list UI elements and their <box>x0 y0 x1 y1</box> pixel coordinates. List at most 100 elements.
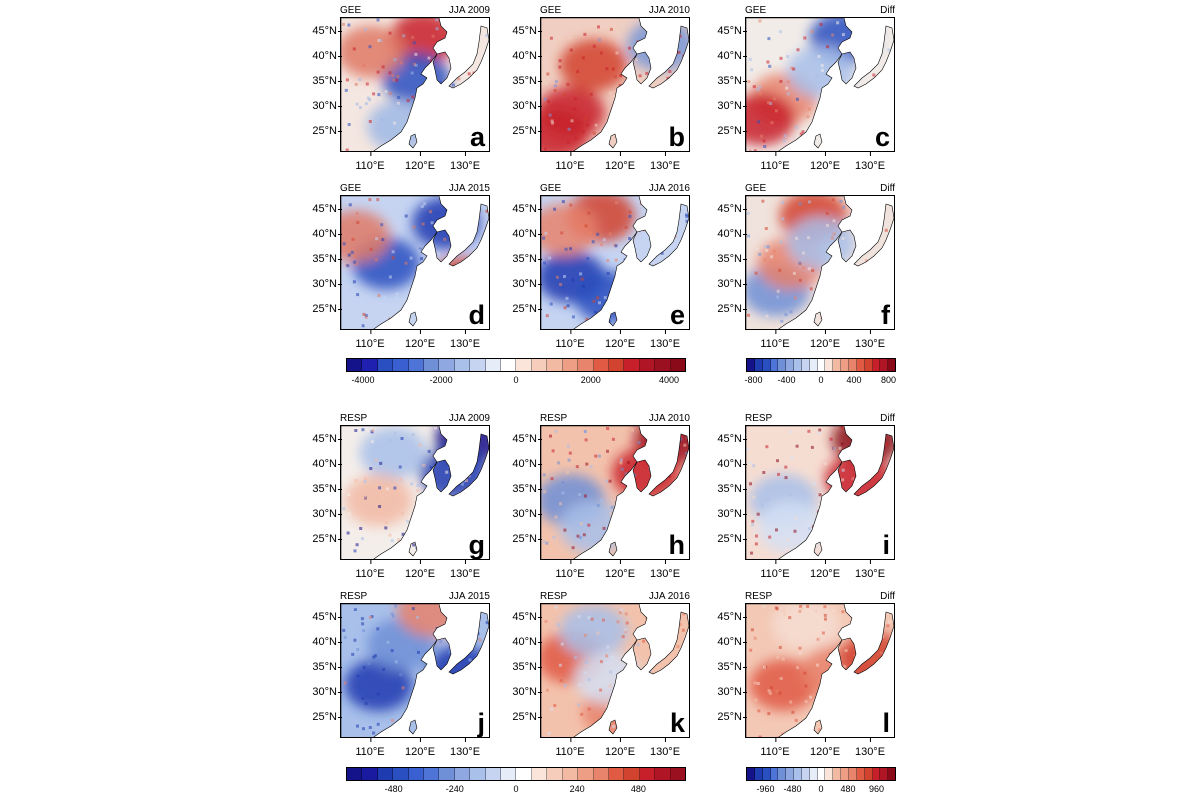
panel-variable: RESP <box>540 591 568 602</box>
map-panel-f: f GEE Diff 45°N 40°N 35°N 30°N 25°N 110°E 120°E 13… <box>717 183 895 350</box>
panel-period: JJA 2016 <box>648 183 690 194</box>
colorbar-segment <box>362 359 378 371</box>
colorbar-segment <box>547 359 563 371</box>
land-field <box>746 604 894 737</box>
coastline-taiwan <box>813 719 823 735</box>
colorbar-segment <box>770 359 779 371</box>
colorbar-segment <box>578 359 594 371</box>
panel-variable: GEE <box>540 5 562 16</box>
lon-tick-label: 110°E <box>555 738 585 758</box>
colorbar-segment <box>655 768 671 780</box>
panel-variable: RESP <box>340 413 368 424</box>
lat-tick-label: 45°N <box>312 433 342 445</box>
colorbar-segment <box>754 768 763 780</box>
lon-tick-label: 120°E <box>604 738 636 758</box>
lat-tick-label: 25°N <box>312 125 342 137</box>
coastline-japan <box>648 203 689 267</box>
colorbar-segment <box>825 359 834 371</box>
coastline-taiwan <box>813 133 823 149</box>
panel-period: JJA 2015 <box>448 591 490 602</box>
map-plot: d <box>340 195 490 330</box>
colorbar-segment <box>593 359 609 371</box>
lon-tick-label: 120°E <box>809 330 841 350</box>
coastline-mainland <box>746 196 853 329</box>
colorbar-label: -480 <box>783 784 802 794</box>
map-field-svg <box>541 196 689 329</box>
coastline-japan <box>448 25 489 89</box>
lat-tick-label: 45°N <box>512 203 542 215</box>
panel-letter: i <box>882 530 890 560</box>
colorbar-label: 480 <box>630 784 646 794</box>
colorbar-segment <box>562 359 579 371</box>
colorbar-segment <box>841 359 849 371</box>
coastline-mainland <box>541 196 648 329</box>
colorbar-resp-main <box>346 767 686 781</box>
coastline-japan <box>853 611 894 675</box>
colorbar-label: 960 <box>868 784 885 794</box>
map-field-svg <box>541 604 689 737</box>
lon-tick-label: 130°E <box>649 152 681 172</box>
colorbar-segment <box>347 768 363 780</box>
lat-tick-label: 25°N <box>512 303 542 315</box>
colorbar-segment <box>624 359 640 371</box>
colorbar-segment <box>747 359 755 371</box>
lon-tick-label: 120°E <box>604 560 636 580</box>
colorbar-segment <box>880 359 889 371</box>
colorbar-segment <box>762 768 771 780</box>
colorbar-segment <box>848 359 857 371</box>
map-plot: c <box>745 17 895 152</box>
colorbar-segment <box>516 768 532 780</box>
coastline-japan <box>853 433 894 497</box>
map-plot: h <box>540 425 690 560</box>
lat-tick-label: 35°N <box>512 253 542 265</box>
colorbar-segment <box>817 359 826 371</box>
colorbar-segment <box>833 359 842 371</box>
panel-period: JJA 2009 <box>448 413 490 424</box>
colorbar-segment <box>848 768 857 780</box>
map-panel-d: d GEE JJA 2015 45°N 40°N 35°N 30°N 25°N 110°E 120… <box>312 183 490 350</box>
lon-tick-label: 110°E <box>355 560 385 580</box>
lon-tick-label: 130°E <box>854 560 886 580</box>
coastline-japan <box>648 611 689 675</box>
map-panel-l: l RESP Diff 45°N 40°N 35°N 30°N 25°N 110°E 120°E 1… <box>717 591 895 758</box>
colorbar-label: 0 <box>513 375 519 385</box>
lat-tick-label: 40°N <box>717 50 747 62</box>
coastline-mainland <box>746 18 853 151</box>
colorbar-segment <box>485 359 502 371</box>
lat-tick-label: 30°N <box>717 100 747 112</box>
map-panel-g: g RESP JJA 2009 45°N 40°N 35°N 30°N 25°N 110°E 12… <box>312 413 490 580</box>
lon-tick-label: 120°E <box>809 152 841 172</box>
map-field-svg <box>746 18 894 151</box>
colorbar-label: 0 <box>513 784 519 794</box>
panel-letter: a <box>469 122 485 152</box>
map-field-svg <box>541 426 689 559</box>
colorbar-segment <box>377 359 394 371</box>
lat-tick-label: 25°N <box>717 303 747 315</box>
colorbar-segment <box>655 359 671 371</box>
lat-tick-label: 35°N <box>312 253 342 265</box>
colorbar-segment <box>778 768 787 780</box>
panel-period: Diff <box>880 183 895 194</box>
colorbar-segment <box>856 359 865 371</box>
panel-letter: c <box>874 122 890 152</box>
coastline-taiwan <box>408 541 418 557</box>
colorbar-segment <box>454 359 471 371</box>
lon-tick-label: 130°E <box>449 560 481 580</box>
lat-tick-label: 25°N <box>512 711 542 723</box>
colorbar-segment <box>439 768 455 780</box>
colorbar-segment <box>393 359 409 371</box>
coastline-korea <box>432 459 452 493</box>
lon-tick-label: 130°E <box>449 738 481 758</box>
lat-tick-label: 40°N <box>717 458 747 470</box>
colorbar-segment <box>439 359 455 371</box>
coastline-mainland <box>541 604 648 737</box>
lat-tick-label: 30°N <box>312 100 342 112</box>
map-panel-e: e GEE JJA 2016 45°N 40°N 35°N 30°N 25°N 110°E 120… <box>512 183 690 350</box>
colorbar-label: -4000 <box>351 375 375 385</box>
lat-tick-label: 30°N <box>512 508 542 520</box>
map-field-svg <box>341 426 489 559</box>
colorbar-segment <box>747 768 755 780</box>
colorbar-gee-diff <box>746 358 896 372</box>
lon-tick-label: 120°E <box>604 330 636 350</box>
map-plot: g <box>340 425 490 560</box>
